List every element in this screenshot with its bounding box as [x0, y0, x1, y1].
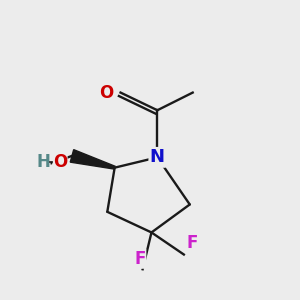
Text: O: O [53, 153, 67, 171]
Text: F: F [134, 250, 146, 268]
Text: H: H [36, 153, 50, 171]
Text: O: O [99, 84, 113, 102]
Text: N: N [150, 148, 165, 166]
Polygon shape [70, 150, 115, 169]
Text: F: F [187, 234, 198, 252]
